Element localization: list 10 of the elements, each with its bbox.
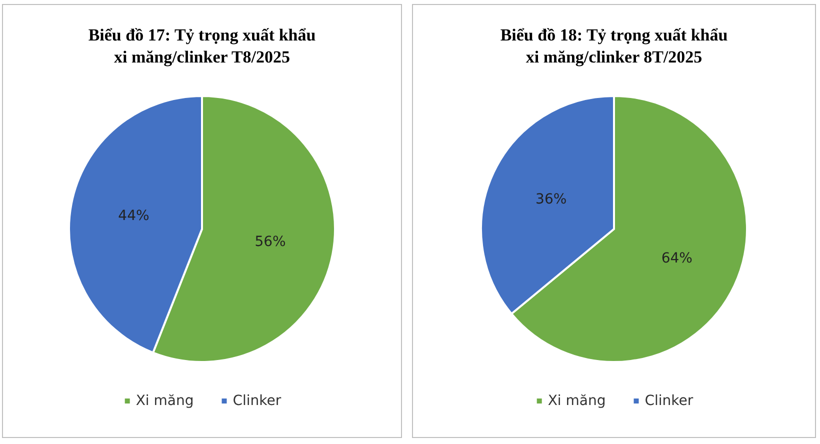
data-label: 36% xyxy=(536,191,567,208)
data-label: 44% xyxy=(118,208,150,224)
data-label: 56% xyxy=(254,234,286,250)
legend-label: Xi măng xyxy=(548,393,606,409)
legend-label: Clinker xyxy=(232,393,282,409)
chart-title: Biểu đồ 17: Tỷ trọng xuất khẩu xi măng/clinker T8/2025 xyxy=(88,26,316,66)
legend-label: Xi măng xyxy=(136,393,194,409)
chart-title: Biểu đồ 18: Tỷ trọng xuất khẩu xi măng/clinker 8T/2025 xyxy=(500,26,728,66)
data-label: 64% xyxy=(661,250,692,267)
legend-label: Clinker xyxy=(644,393,694,409)
